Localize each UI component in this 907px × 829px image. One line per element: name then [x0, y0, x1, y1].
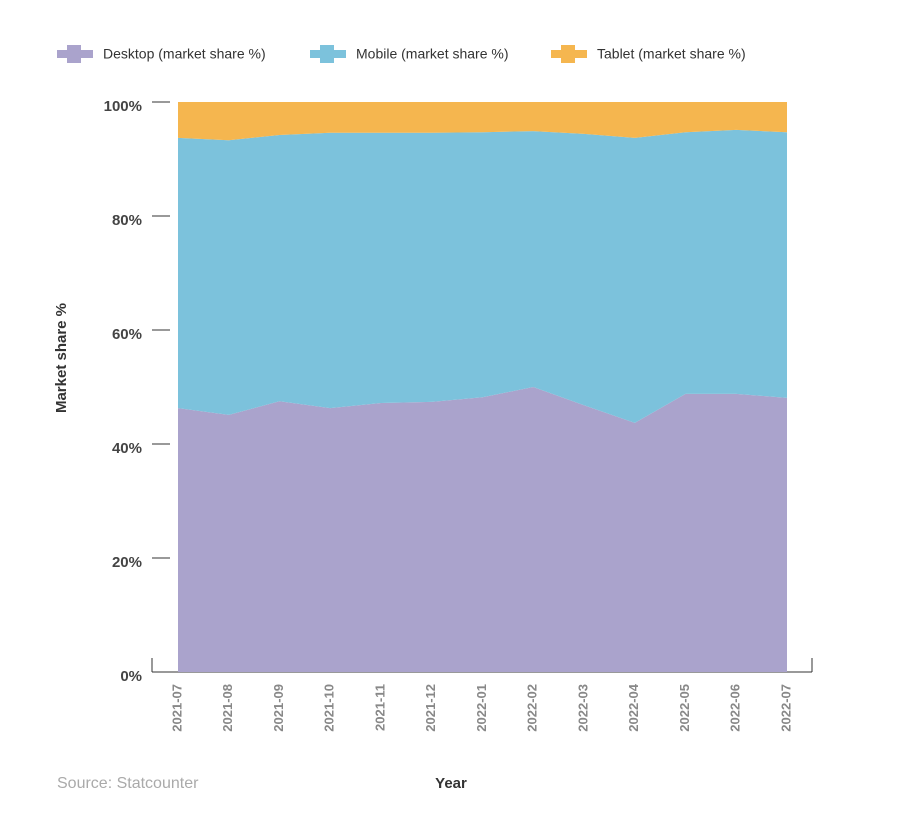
y-tick-label: 20%: [112, 554, 142, 571]
area: [178, 102, 787, 141]
x-tick-label: 2022-01: [474, 684, 489, 732]
x-tick-label: 2022-05: [677, 684, 692, 732]
legend-label: Desktop (market share %): [103, 46, 266, 62]
legend-label: Mobile (market share %): [356, 46, 509, 62]
legend-swatch: [320, 45, 334, 63]
x-tick-label: 2021-08: [220, 684, 235, 732]
x-tick-label: 2022-04: [626, 683, 641, 731]
x-tick-label: 2021-07: [169, 684, 184, 732]
legend-swatch: [561, 45, 575, 63]
legend-swatch: [67, 45, 81, 63]
y-axis-label: Market share %: [53, 303, 70, 413]
x-tick-label: 2022-07: [778, 684, 793, 732]
source: Source: Statcounter: [57, 775, 199, 792]
area: [178, 129, 787, 423]
x-tick-label: 2021-10: [322, 684, 337, 732]
x-tick-label: 2021-11: [372, 684, 387, 731]
legend-label: Tablet (market share %): [597, 46, 746, 62]
x-tick-label: 2021-12: [423, 684, 438, 732]
area: [178, 387, 787, 672]
x-tick-label: 2022-06: [728, 684, 743, 732]
y-tick-label: 100%: [104, 98, 142, 115]
y-tick-label: 40%: [112, 440, 142, 457]
x-tick-label: 2022-03: [575, 684, 590, 732]
y-tick-label: 80%: [112, 212, 142, 229]
y-tick-label: 60%: [112, 326, 142, 343]
y-tick-label: 0%: [120, 668, 142, 685]
x-tick-label: 2021-09: [271, 684, 286, 732]
x-axis-label: Year: [435, 775, 467, 792]
x-tick-label: 2022-02: [525, 684, 540, 732]
